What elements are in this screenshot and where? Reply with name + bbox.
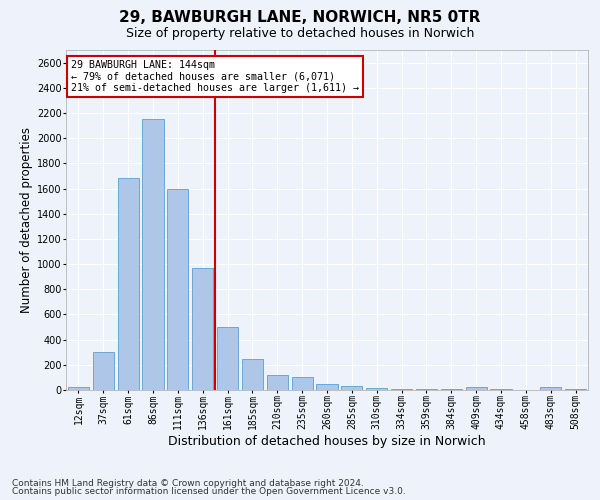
- Bar: [416, 389, 437, 390]
- Bar: [93, 352, 114, 390]
- Bar: [217, 327, 238, 390]
- Bar: [292, 378, 313, 390]
- Bar: [341, 386, 362, 390]
- Bar: [118, 178, 139, 390]
- Text: Size of property relative to detached houses in Norwich: Size of property relative to detached ho…: [126, 28, 474, 40]
- Bar: [366, 388, 387, 390]
- X-axis label: Distribution of detached houses by size in Norwich: Distribution of detached houses by size …: [168, 435, 486, 448]
- Bar: [540, 387, 561, 390]
- Text: 29 BAWBURGH LANE: 144sqm
← 79% of detached houses are smaller (6,071)
21% of sem: 29 BAWBURGH LANE: 144sqm ← 79% of detach…: [71, 60, 359, 94]
- Bar: [391, 388, 412, 390]
- Bar: [192, 268, 213, 390]
- Bar: [242, 358, 263, 390]
- Bar: [267, 375, 288, 390]
- Text: Contains HM Land Registry data © Crown copyright and database right 2024.: Contains HM Land Registry data © Crown c…: [12, 478, 364, 488]
- Bar: [316, 384, 338, 390]
- Bar: [142, 120, 164, 390]
- Bar: [167, 188, 188, 390]
- Bar: [68, 388, 89, 390]
- Text: Contains public sector information licensed under the Open Government Licence v3: Contains public sector information licen…: [12, 487, 406, 496]
- Text: 29, BAWBURGH LANE, NORWICH, NR5 0TR: 29, BAWBURGH LANE, NORWICH, NR5 0TR: [119, 10, 481, 25]
- Y-axis label: Number of detached properties: Number of detached properties: [20, 127, 33, 313]
- Bar: [466, 388, 487, 390]
